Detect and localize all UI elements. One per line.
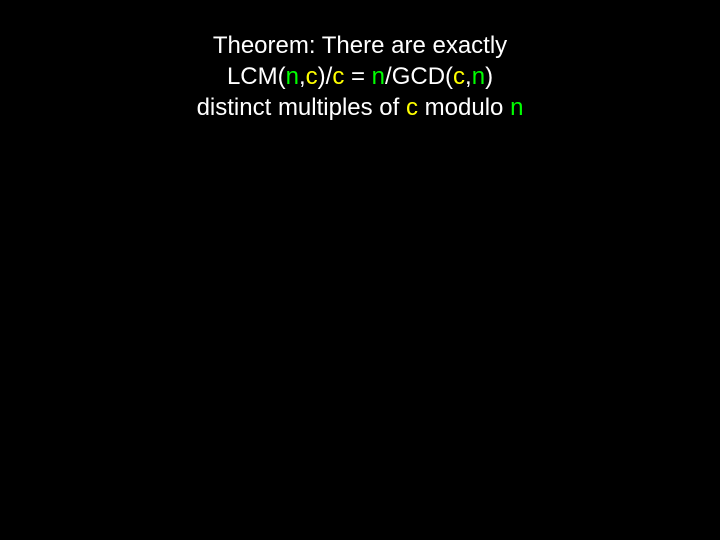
text-segment: , [299,63,306,90]
text-segment: /GCD( [385,63,453,90]
text-segment: )/ [318,63,333,90]
text-segment: Theorem: There are exactly [213,32,507,59]
text-segment: modulo [418,94,510,121]
var-c: c [332,63,344,90]
text-segment: = [344,63,371,90]
text-segment: distinct multiples of [197,94,406,121]
var-n: n [472,63,485,90]
theorem-line-3: distinct multiples of c modulo n [0,92,720,123]
var-c: c [406,94,418,121]
text-segment: ) [485,63,493,90]
var-n: n [372,63,385,90]
text-segment: LCM( [227,63,286,90]
var-n: n [510,94,523,121]
var-c: c [453,63,465,90]
theorem-text: Theorem: There are exactly LCM(n,c)/c = … [0,30,720,124]
text-segment: , [465,63,472,90]
theorem-line-2: LCM(n,c)/c = n/GCD(c,n) [0,61,720,92]
var-n: n [286,63,299,90]
theorem-line-1: Theorem: There are exactly [0,30,720,61]
var-c: c [306,63,318,90]
